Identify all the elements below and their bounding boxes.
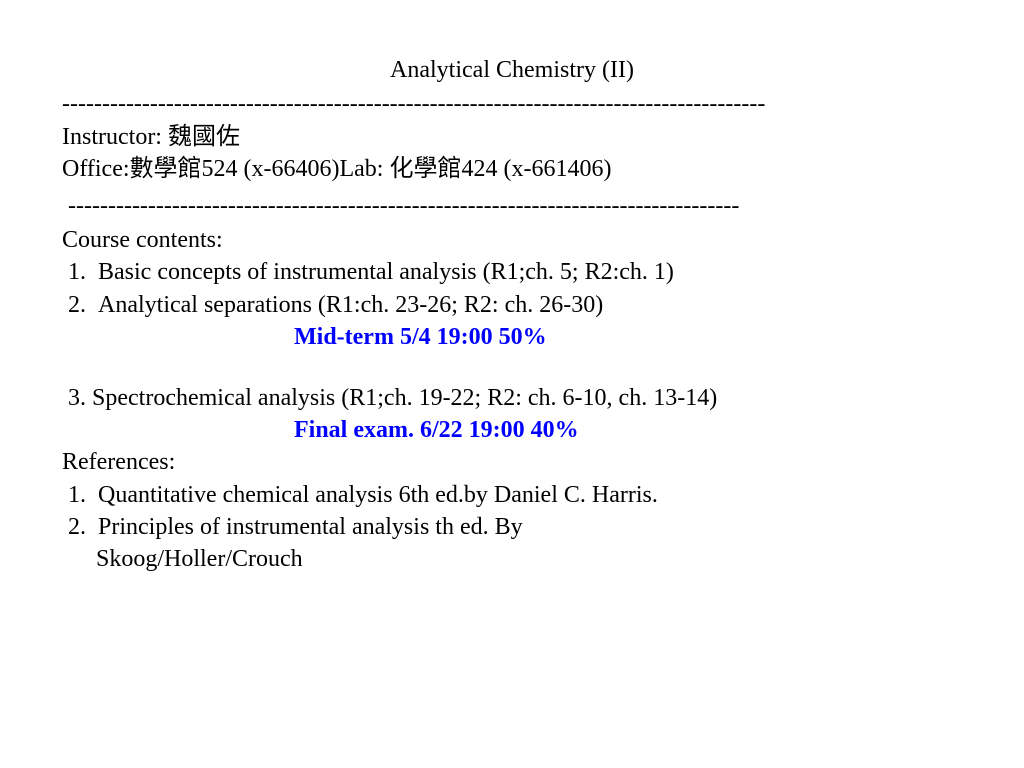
content-item-3: 3. Spectrochemical analysis (R1;ch. 19-2… — [62, 382, 962, 414]
list-text: Principles of instrumental analysis th e… — [98, 514, 523, 540]
reference-item-1: 1. Quantitative chemical analysis 6th ed… — [62, 479, 962, 511]
reference-item-2-cont: Skoog/Holler/Crouch — [62, 543, 962, 575]
list-text: Quantitative chemical analysis 6th ed.by… — [98, 482, 658, 508]
list-number: 2. — [68, 292, 86, 318]
divider-top: ----------------------------------------… — [62, 88, 962, 120]
course-contents-heading: Course contents: — [62, 224, 962, 256]
content-item-1: 1. Basic concepts of instrumental analys… — [62, 256, 962, 288]
instructor-line: Instructor: 魏國佐 — [62, 121, 962, 153]
references-heading: References: — [62, 446, 962, 478]
list-text: Analytical separations (R1:ch. 23-26; R2… — [98, 292, 603, 318]
reference-item-2: 2. Principles of instrumental analysis t… — [62, 511, 962, 543]
list-number: 1. — [68, 482, 86, 508]
course-title: Analytical Chemistry (II) — [62, 54, 962, 86]
final-exam-line: Final exam. 6/22 19:00 40% — [62, 414, 962, 446]
office-lab-line: Office:數學館524 (x-66406)Lab: 化學館424 (x-66… — [62, 153, 962, 185]
list-text: Basic concepts of instrumental analysis … — [98, 259, 674, 285]
content-item-2: 2. Analytical separations (R1:ch. 23-26;… — [62, 289, 962, 321]
midterm-line: Mid-term 5/4 19:00 50% — [62, 321, 962, 353]
divider-mid: ----------------------------------------… — [62, 190, 962, 222]
slide: Analytical Chemistry (II) --------------… — [0, 0, 1024, 576]
list-number: 1. — [68, 259, 86, 285]
spacer — [62, 354, 962, 382]
list-number: 2. — [68, 514, 86, 540]
